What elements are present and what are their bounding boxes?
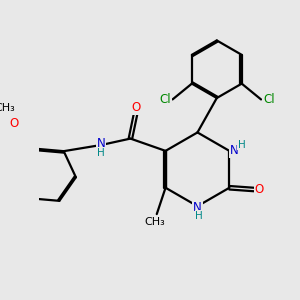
Text: H: H (97, 148, 105, 158)
Text: O: O (255, 183, 264, 196)
Text: O: O (131, 101, 140, 114)
Text: N: N (97, 137, 105, 150)
Text: Cl: Cl (159, 93, 171, 106)
Text: Cl: Cl (263, 93, 274, 106)
Text: H: H (195, 211, 203, 221)
Text: O: O (9, 116, 19, 130)
Text: CH₃: CH₃ (0, 103, 15, 113)
Text: N: N (193, 201, 202, 214)
Text: CH₃: CH₃ (145, 217, 165, 227)
Text: H: H (238, 140, 246, 150)
Text: N: N (230, 144, 239, 158)
